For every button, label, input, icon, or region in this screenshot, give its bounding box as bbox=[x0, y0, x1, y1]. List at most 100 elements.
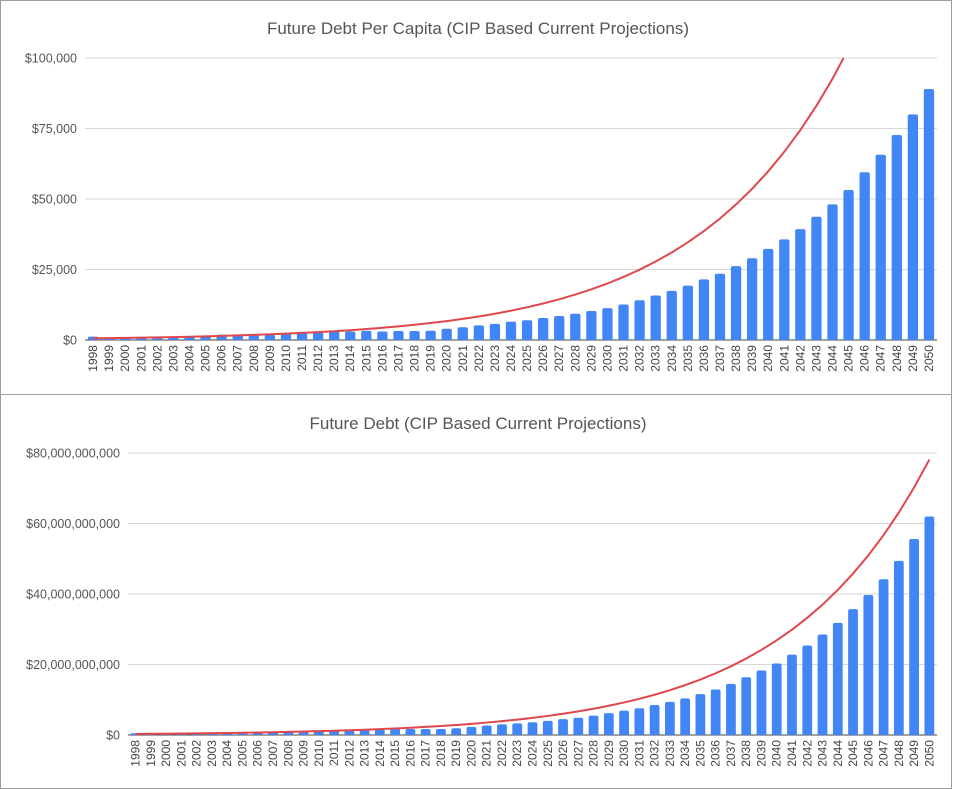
bar-2032 bbox=[634, 300, 645, 340]
x-tick-label: 2033 bbox=[663, 740, 677, 767]
x-tick-label: 2015 bbox=[388, 740, 402, 767]
x-tick-label: 2013 bbox=[327, 345, 341, 372]
bar-2023 bbox=[489, 323, 501, 340]
x-tick-label: 2005 bbox=[199, 345, 213, 372]
x-tick-label: 2031 bbox=[617, 345, 631, 372]
bar-2019 bbox=[425, 330, 436, 340]
x-tick-label: 2003 bbox=[166, 345, 180, 372]
x-tick-label: 2029 bbox=[602, 740, 616, 767]
bar-2050 bbox=[924, 516, 935, 735]
bar-2012 bbox=[312, 332, 324, 340]
x-tick-label: 2004 bbox=[182, 345, 196, 372]
x-tick-label: 2046 bbox=[861, 740, 875, 767]
x-tick-label: 2024 bbox=[526, 740, 540, 767]
bar-2039 bbox=[756, 670, 767, 735]
chart-title: Future Debt Per Capita (CIP Based Curren… bbox=[267, 19, 689, 38]
x-tick-label: 2041 bbox=[785, 740, 799, 767]
bar-2025 bbox=[542, 720, 553, 735]
bar-2029 bbox=[586, 310, 597, 340]
x-tick-label: 2044 bbox=[831, 740, 845, 767]
bar-2027 bbox=[573, 717, 584, 735]
bar-2027 bbox=[554, 316, 565, 340]
bar-2041 bbox=[779, 239, 790, 340]
bar-2046 bbox=[863, 595, 874, 735]
bar-2028 bbox=[570, 313, 581, 340]
bar-2026 bbox=[558, 719, 568, 735]
x-tick-label: 2033 bbox=[649, 345, 663, 372]
x-tick-label: 2028 bbox=[568, 345, 582, 372]
x-tick-label: 2009 bbox=[297, 740, 311, 767]
x-tick-label: 2006 bbox=[215, 345, 229, 372]
bar-2039 bbox=[746, 258, 758, 340]
x-tick-label: 2014 bbox=[373, 740, 387, 767]
x-tick-label: 2035 bbox=[693, 740, 707, 767]
trendline bbox=[93, 58, 845, 340]
x-tick-label: 2049 bbox=[907, 740, 921, 767]
bar-2031 bbox=[618, 304, 629, 340]
bar-2013 bbox=[329, 331, 340, 340]
x-tick-label: 2006 bbox=[251, 740, 265, 767]
x-tick-label: 2047 bbox=[877, 740, 891, 767]
chart-total-debt: Future Debt (CIP Based Current Projectio… bbox=[26, 414, 937, 767]
y-tick-label: $50,000 bbox=[32, 193, 77, 207]
x-tick-label: 2040 bbox=[761, 345, 775, 372]
bar-2030 bbox=[619, 710, 629, 735]
bar-2025 bbox=[521, 320, 533, 340]
x-tick-label: 2041 bbox=[777, 345, 791, 372]
x-tick-label: 2043 bbox=[809, 345, 823, 372]
bar-2016 bbox=[377, 331, 388, 340]
x-tick-label: 2008 bbox=[247, 345, 261, 372]
x-tick-label: 2045 bbox=[842, 345, 856, 372]
bar-2018 bbox=[436, 729, 446, 735]
x-tick-label: 2037 bbox=[713, 345, 727, 372]
bar-2023 bbox=[512, 723, 523, 735]
x-tick-label: 1999 bbox=[144, 740, 158, 767]
x-tick-label: 1999 bbox=[102, 345, 116, 372]
x-tick-label: 2048 bbox=[892, 740, 906, 767]
x-tick-label: 2034 bbox=[665, 345, 679, 372]
x-tick-label: 2039 bbox=[745, 345, 759, 372]
x-tick-label: 2002 bbox=[150, 345, 164, 372]
bar-2047 bbox=[875, 154, 886, 340]
gridlines bbox=[128, 452, 937, 736]
x-axis-ticks: 1998 1999 2000 2001 2002 2003 2004 2005 2006 2007… bbox=[129, 740, 937, 767]
bar-2018 bbox=[409, 330, 420, 340]
y-tick-label: $60,000,000,000 bbox=[26, 517, 120, 531]
bar-2028 bbox=[588, 715, 599, 735]
x-tick-label: 2014 bbox=[343, 345, 357, 372]
x-tick-label: 2029 bbox=[584, 345, 598, 372]
bar-2049 bbox=[907, 114, 919, 341]
x-tick-label: 2011 bbox=[327, 740, 341, 766]
x-tick-label: 2025 bbox=[520, 345, 534, 372]
x-tick-label: 2035 bbox=[681, 345, 695, 372]
bar-2009 bbox=[264, 334, 276, 340]
x-tick-label: 2021 bbox=[480, 740, 494, 767]
bar-2008 bbox=[248, 334, 259, 340]
bar-2040 bbox=[771, 663, 782, 735]
x-tick-label: 2011 bbox=[295, 345, 309, 371]
bar-2041 bbox=[787, 654, 797, 735]
bar-2022 bbox=[497, 724, 507, 735]
bar-2024 bbox=[527, 722, 538, 735]
bar-2032 bbox=[649, 705, 660, 735]
bar-2021 bbox=[457, 327, 468, 340]
x-tick-label: 2030 bbox=[617, 740, 631, 767]
x-tick-label: 2007 bbox=[231, 345, 245, 372]
bar-2038 bbox=[741, 677, 752, 735]
x-tick-label: 2031 bbox=[632, 740, 646, 767]
bar-2017 bbox=[420, 729, 431, 735]
x-tick-label: 2020 bbox=[464, 740, 478, 767]
trendline-layer bbox=[135, 459, 931, 735]
x-tick-label: 2044 bbox=[826, 345, 840, 372]
y-axis-ticks: $0 $20,000,000,000 $40,000,000,000 $60,000,… bbox=[26, 447, 120, 743]
chart-panel-per-capita: Future Debt Per Capita (CIP Based Curren… bbox=[0, 0, 952, 395]
x-tick-label: 2002 bbox=[190, 740, 204, 767]
bar-2033 bbox=[650, 295, 661, 340]
x-tick-label: 2000 bbox=[118, 345, 132, 372]
bar-2030 bbox=[602, 308, 613, 340]
y-tick-label: $0 bbox=[63, 334, 77, 348]
x-tick-label: 2038 bbox=[729, 345, 743, 372]
bar-2029 bbox=[603, 713, 614, 735]
x-tick-label: 2017 bbox=[391, 345, 405, 372]
x-tick-label: 2017 bbox=[419, 740, 433, 767]
